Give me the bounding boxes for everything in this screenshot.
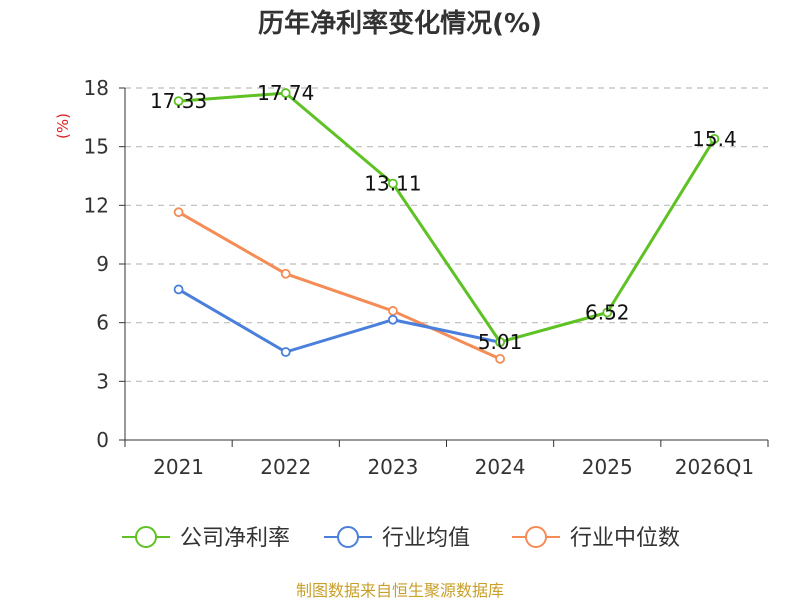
y-tick-label: 15	[84, 135, 109, 159]
data-point	[280, 268, 291, 279]
legend-label: 行业均值	[382, 526, 470, 551]
x-tick-label: 2024	[475, 455, 526, 479]
legend-label: 行业中位数	[570, 526, 680, 551]
data-point	[280, 88, 291, 98]
legend-label: 公司净利率	[180, 526, 290, 551]
legend-item[interactable]: 行业中位数	[512, 526, 680, 551]
y-tick-label: 0	[96, 428, 109, 452]
y-tick-label: 6	[96, 311, 109, 335]
data-point	[709, 133, 720, 144]
data-label: 6.52	[585, 300, 630, 324]
y-tick-label: 3	[96, 369, 109, 393]
y-tick-label: 9	[96, 252, 109, 276]
data-label: 15.4	[692, 127, 737, 151]
y-tick-label: 18	[84, 76, 109, 100]
data-point	[388, 178, 398, 189]
source-note: 制图数据来自恒生聚源数据库	[296, 581, 504, 600]
grid	[125, 87, 768, 382]
y-axis-unit-label: (%)	[54, 113, 72, 139]
data-labels: 17.33 17.74 13.11 5.01 6.52 15.4	[150, 81, 737, 354]
x-tick-label: 2022	[260, 455, 311, 479]
series-line-0	[178, 91, 716, 344]
legend-item[interactable]: 行业均值	[324, 526, 470, 551]
data-label: 17.74	[257, 81, 314, 105]
data-point	[280, 347, 291, 357]
chart-title: 历年净利率变化情况(%)	[258, 8, 542, 39]
data-point	[388, 306, 398, 316]
data-point	[173, 207, 184, 218]
y-tick-label: 12	[84, 193, 109, 217]
legend-marker	[337, 526, 359, 548]
series-lines	[173, 88, 720, 364]
data-point	[495, 337, 505, 347]
data-point	[173, 96, 184, 107]
series-line-1	[177, 288, 501, 354]
data-label: 5.01	[478, 330, 523, 354]
legend-marker	[135, 526, 157, 548]
legend[interactable]: 公司净利率 行业均值 行业中位数	[122, 526, 680, 551]
data-point	[173, 284, 184, 295]
x-tick-label: 2023	[367, 455, 418, 479]
data-point	[495, 353, 505, 364]
data-label: 17.33	[150, 89, 207, 113]
x-tick-label: 2025	[582, 455, 633, 479]
x-tick-label: 2021	[153, 455, 204, 479]
data-point	[388, 314, 398, 325]
legend-marker	[525, 526, 547, 548]
data-point	[602, 307, 613, 318]
data-label: 13.11	[364, 172, 421, 196]
legend-item[interactable]: 公司净利率	[122, 526, 290, 551]
axes: 0 3 6 9 12 15 18 2021 2022 2023 2024 2025 2026Q1	[84, 76, 769, 479]
series-line-2	[177, 210, 501, 361]
x-tick-label: 2026Q1	[675, 455, 754, 479]
